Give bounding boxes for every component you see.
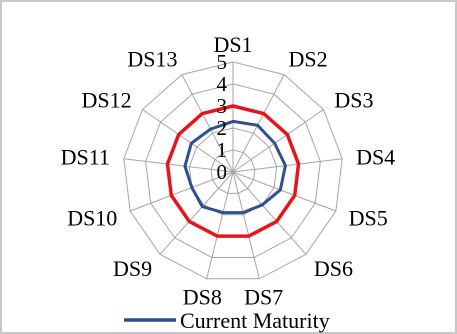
grid-spoke [206, 171, 234, 279]
category-label: DS2 [288, 47, 327, 72]
legend-label: Current Maturity [180, 308, 330, 333]
grid-ring [123, 61, 343, 280]
radial-tick-label: 5 [217, 50, 228, 74]
grid-spoke [232, 171, 307, 255]
grid-spoke [232, 171, 337, 212]
category-label: DS7 [244, 284, 283, 309]
series-current-maturity [183, 119, 287, 215]
radial-tick-label: 4 [217, 72, 228, 96]
category-label: DS6 [314, 256, 353, 281]
series-target [165, 104, 301, 238]
grid-ring [145, 83, 321, 258]
grid-spoke [232, 171, 260, 279]
category-labels: DS1 DS2 DS3 DS4 DS5 DS6 DS7 DS8 DS9 DS10 DS11 DS12 D… [61, 32, 396, 309]
category-label: DS11 [61, 145, 110, 170]
grid-spoke [181, 74, 234, 173]
grid-spoke [123, 158, 234, 173]
radial-tick-label: 1 [217, 138, 228, 162]
grid-spoke [159, 171, 234, 255]
grid [123, 61, 343, 280]
radial-tick-label: 0 [217, 160, 228, 184]
radial-tick-label: 2 [217, 116, 228, 140]
grid-spoke [232, 74, 285, 173]
category-label: DS10 [67, 205, 117, 230]
category-label: DS12 [82, 87, 132, 112]
radial-tick-label: 3 [217, 94, 228, 118]
category-label: DS13 [127, 47, 177, 72]
grid-spoke [232, 109, 324, 173]
series-layer [165, 104, 301, 238]
grid-spoke [129, 171, 234, 212]
category-label: DS8 [183, 284, 222, 309]
legend: Current Maturity [124, 308, 330, 333]
grid-ring [188, 127, 278, 216]
category-label: DS9 [113, 256, 152, 281]
grid-spoke [232, 158, 343, 173]
grid-spoke [142, 109, 234, 173]
category-label: DS3 [334, 87, 373, 112]
category-label: DS4 [356, 145, 395, 170]
grid-ring [210, 149, 256, 194]
category-label: DS1 [213, 32, 252, 57]
category-label: DS5 [349, 205, 388, 230]
